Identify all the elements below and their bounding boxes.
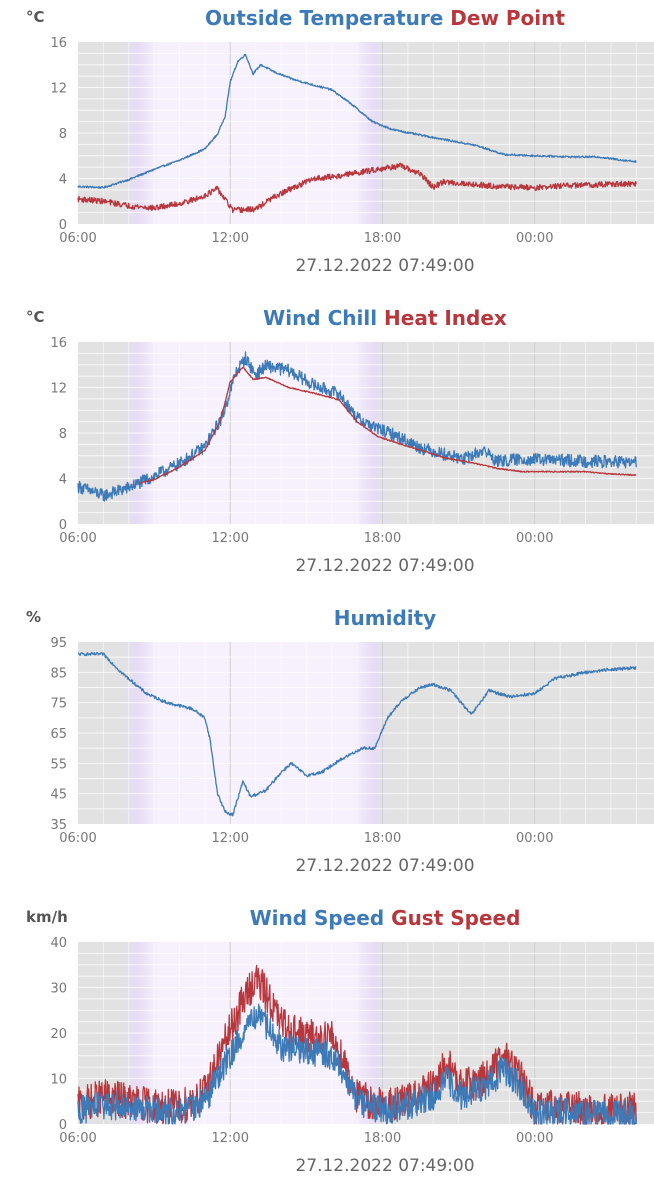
x-tick-label: 00:00: [516, 1131, 553, 1146]
chart-title: Wind Chill Heat Index: [263, 306, 507, 330]
chart-title-part: Wind Chill: [263, 306, 377, 330]
y-tick-label: 75: [50, 697, 67, 712]
y-tick-label: 8: [59, 427, 67, 442]
x-tick-label: 00:00: [516, 531, 553, 546]
chart-svg: 01020304006:0012:0018:0000:0006km/hWind …: [26, 906, 654, 1176]
x-tick-label: 18:00: [364, 231, 401, 246]
y-tick-label: 0: [59, 1118, 67, 1133]
x-tick-label: 06:00: [59, 1131, 96, 1146]
chart-title-part: Dew Point: [443, 6, 565, 30]
chart-title: Outside Temperature Dew Point: [205, 6, 565, 30]
chart-title-part: Outside Temperature: [205, 6, 443, 30]
y-tick-label: 0: [59, 218, 67, 233]
chart-title: Wind Speed Gust Speed: [250, 906, 521, 930]
y-tick-label: 4: [59, 173, 67, 188]
unit-label: km/h: [26, 908, 68, 926]
series-line-wind-chill: [77, 351, 637, 502]
y-tick-label: 45: [50, 788, 67, 803]
y-tick-label: 16: [50, 336, 67, 351]
x-tick-label: 00:00: [516, 231, 553, 246]
y-tick-label: 4: [59, 473, 67, 488]
y-tick-label: 16: [50, 36, 67, 51]
chart-title-part: Heat Index: [377, 306, 507, 330]
y-tick-label: 20: [50, 1027, 67, 1042]
chart-timestamp: 27.12.2022 07:49:00: [295, 856, 474, 876]
chart-title-part: Gust Speed: [384, 906, 520, 930]
unit-label: °C: [26, 308, 45, 326]
unit-label: °C: [26, 8, 45, 26]
chart-timestamp: 27.12.2022 07:49:00: [295, 556, 474, 576]
chart-svg: 3545556575859506:0012:0018:0000:0006%Hum…: [26, 606, 654, 876]
y-tick-label: 85: [50, 666, 67, 681]
series-line-humidity: [77, 651, 637, 817]
x-tick-label: 12:00: [212, 231, 249, 246]
series-line-wind-speed: [77, 1003, 637, 1125]
x-tick-label: 18:00: [364, 531, 401, 546]
grid: [78, 342, 654, 524]
chart-title-part: Wind Speed: [250, 906, 385, 930]
chart-title: Humidity: [334, 606, 436, 630]
y-tick-label: 30: [50, 982, 67, 997]
x-tick-label: 12:00: [212, 831, 249, 846]
chart-3: 3545556575859506:0012:0018:0000:0006%Hum…: [0, 600, 654, 900]
y-tick-label: 8: [59, 127, 67, 142]
x-tick-label: 18:00: [364, 1131, 401, 1146]
y-tick-label: 0: [59, 518, 67, 533]
y-tick-label: 95: [50, 636, 67, 651]
x-tick-label: 00:00: [516, 831, 553, 846]
x-tick-label: 18:00: [364, 831, 401, 846]
y-tick-label: 10: [50, 1073, 67, 1088]
y-tick-label: 35: [50, 818, 67, 833]
x-tick-label: 06:00: [59, 231, 96, 246]
chart-title-part: Humidity: [334, 606, 436, 630]
unit-label: %: [26, 608, 41, 626]
x-tick-label: 12:00: [212, 531, 249, 546]
x-tick-label: 06:00: [59, 831, 96, 846]
series-line-dew-point: [77, 162, 637, 214]
series-line-outside-temperature: [77, 53, 637, 189]
y-tick-label: 12: [50, 82, 67, 97]
series-line-heat-index: [138, 366, 637, 484]
x-tick-label: 06:00: [59, 531, 96, 546]
y-tick-label: 40: [50, 936, 67, 951]
y-tick-label: 55: [50, 757, 67, 772]
chart-timestamp: 27.12.2022 07:49:00: [295, 256, 474, 276]
y-tick-label: 12: [50, 382, 67, 397]
x-tick-label: 12:00: [212, 1131, 249, 1146]
chart-timestamp: 27.12.2022 07:49:00: [295, 1156, 474, 1176]
y-tick-label: 65: [50, 727, 67, 742]
chart-4: 01020304006:0012:0018:0000:0006km/hWind …: [0, 900, 654, 1200]
